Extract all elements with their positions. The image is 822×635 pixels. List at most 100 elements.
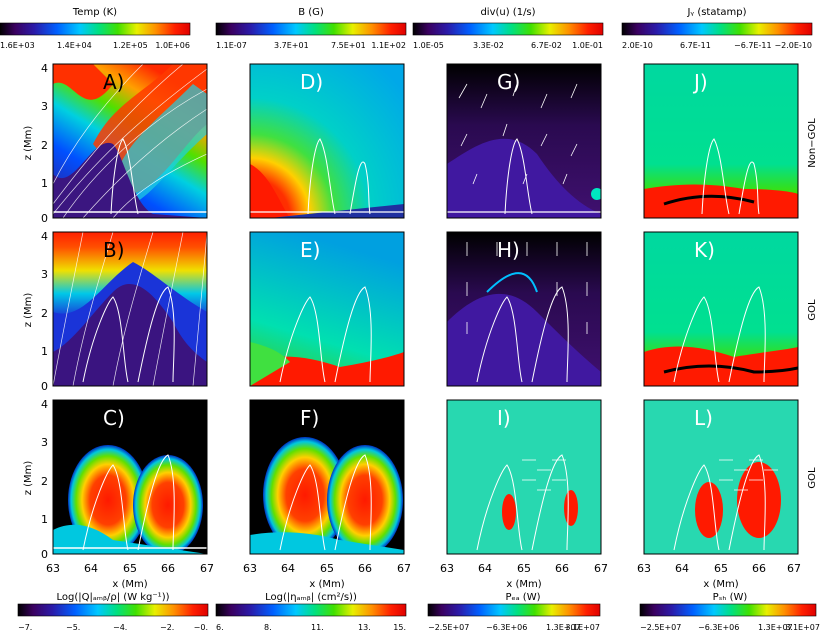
panel-G: G) bbox=[446, 63, 602, 219]
xtick: 65 bbox=[123, 562, 137, 575]
colorbar-title-etaamb: Log(|ηₐₘᵦ| (cm²/s)) bbox=[265, 592, 357, 603]
ytick: 0 bbox=[41, 212, 48, 225]
panel-F: F) bbox=[249, 399, 405, 555]
xtick: 64 bbox=[84, 562, 98, 575]
xtick: 63 bbox=[243, 562, 257, 575]
panel-E: E) bbox=[249, 231, 405, 387]
tick-label: 1.1E-07 bbox=[216, 41, 247, 50]
colorbar-strip-etaamb bbox=[215, 603, 407, 617]
colorbar-etaamb: Log(|ηₐₘᵦ| (cm²/s)) 6. 8. 11. 13. 15. bbox=[215, 592, 407, 632]
row-label-1: Non−GOL bbox=[807, 118, 818, 168]
colorbar-strip-pea bbox=[427, 603, 601, 617]
colorbar-psh: Pₛₕ (W) −2.5E+07 −6.3E+06 1.3E+07 3.1E+0… bbox=[639, 592, 820, 632]
tick-label: −2. bbox=[160, 623, 174, 632]
tick-label: −2.5E+07 bbox=[428, 623, 469, 632]
tick-label: 3.7E+01 bbox=[274, 41, 309, 50]
x-axis-col-3: 63 64 65 66 67 x (Mm) bbox=[440, 562, 608, 590]
xtick: 63 bbox=[637, 562, 651, 575]
panel-letter: D) bbox=[300, 70, 323, 94]
y-axis-row-1: z (Mm) 0 1 2 3 4 bbox=[23, 62, 48, 225]
xtick: 66 bbox=[358, 562, 372, 575]
tick-label: −6.7E-11 bbox=[734, 41, 772, 50]
xlabel: x (Mm) bbox=[506, 579, 541, 590]
colorbar-title-pea: Pₑₐ (W) bbox=[506, 592, 541, 603]
tick-label: 6.7E-11 bbox=[680, 41, 711, 50]
ytick: 3 bbox=[41, 268, 48, 281]
tick-label: 8. bbox=[264, 623, 272, 632]
tick-label: 11. bbox=[311, 623, 324, 632]
bottom-colorbars: Log(|Q|ₐₘᵦ/ρ| (W kg⁻¹)) −7. −5. −4. −2. … bbox=[17, 592, 820, 632]
ytick: 4 bbox=[41, 230, 48, 243]
tick-label: 3.1E+07 bbox=[565, 623, 600, 632]
xtick: 65 bbox=[320, 562, 334, 575]
xtick: 63 bbox=[440, 562, 454, 575]
row-label-3: GOL bbox=[807, 467, 818, 489]
colorbar-title-divu: div(u) (1/s) bbox=[480, 7, 535, 18]
x-axis-col-1: 63 64 65 66 67 x (Mm) bbox=[46, 562, 214, 590]
tick-label: 1.0E+06 bbox=[155, 41, 190, 50]
panel-J: J) bbox=[643, 63, 799, 219]
panel-L: L) bbox=[643, 399, 799, 555]
colorbar-strip-jy bbox=[621, 22, 813, 36]
colorbar-jy: Jᵧ (statamp) 2.0E-10 6.7E-11 −6.7E-11 −2… bbox=[621, 7, 813, 50]
xtick: 67 bbox=[200, 562, 214, 575]
x-axis-col-4: 63 64 65 66 67 x (Mm) bbox=[637, 562, 801, 590]
tick-label: 1.2E+05 bbox=[113, 41, 148, 50]
colorbar-strip-bfield bbox=[215, 22, 407, 36]
ytick: 2 bbox=[41, 307, 48, 320]
tick-label: 15. bbox=[393, 623, 406, 632]
colorbar-divu: div(u) (1/s) 1.0E-05 3.3E-02 6.7E-02 1.0… bbox=[412, 7, 604, 50]
tick-label: 6. bbox=[216, 623, 224, 632]
ytick: 4 bbox=[41, 398, 48, 411]
panel-letter: K) bbox=[694, 238, 715, 262]
panel-letter: J) bbox=[692, 70, 708, 94]
tick-label: −5. bbox=[66, 623, 80, 632]
tick-label: 1.3E+07 bbox=[546, 623, 581, 632]
tick-label: −6.3E+06 bbox=[486, 623, 527, 632]
colorbar-pea: Pₑₐ (W) −2.5E+07 −6.3E+06 1.3E+07 3.1E+0… bbox=[427, 592, 601, 632]
panel-C: C) bbox=[52, 399, 208, 555]
panel-B: B) bbox=[52, 231, 208, 387]
xtick: 65 bbox=[714, 562, 728, 575]
colorbar-title-psh: Pₛₕ (W) bbox=[713, 592, 748, 603]
colorbar-title-temp: Temp (K) bbox=[72, 7, 117, 18]
panel-letter: A) bbox=[103, 70, 124, 94]
colorbar-strip-psh bbox=[639, 603, 817, 617]
tick-label: 1.4E+04 bbox=[57, 41, 92, 50]
panel-I: I) bbox=[446, 399, 602, 555]
xtick: 65 bbox=[517, 562, 531, 575]
xtick: 66 bbox=[555, 562, 569, 575]
panel-letter: I) bbox=[497, 406, 511, 430]
tick-label: 1.6E+03 bbox=[0, 41, 35, 50]
panel-letter: G) bbox=[497, 70, 520, 94]
tick-label: −6.3E+06 bbox=[698, 623, 739, 632]
xtick: 66 bbox=[161, 562, 175, 575]
tick-label: −2.5E+07 bbox=[640, 623, 681, 632]
tick-label: 1.1E+02 bbox=[371, 41, 406, 50]
colorbar-qamb: Log(|Q|ₐₘᵦ/ρ| (W kg⁻¹)) −7. −5. −4. −2. … bbox=[17, 592, 209, 632]
panel-letter: L) bbox=[694, 406, 713, 430]
ytick: 3 bbox=[41, 100, 48, 113]
tick-label: 1.0E-01 bbox=[572, 41, 603, 50]
colorbar-title-bfield: B (G) bbox=[298, 7, 324, 18]
tick-label: 1.3E+07 bbox=[758, 623, 793, 632]
row-label-2: GOL bbox=[807, 299, 818, 321]
ytick: 0 bbox=[41, 380, 48, 393]
colorbar-strip-divu bbox=[412, 22, 604, 36]
xtick: 66 bbox=[752, 562, 766, 575]
xtick: 64 bbox=[281, 562, 295, 575]
tick-label: 6.7E-02 bbox=[531, 41, 562, 50]
xtick: 63 bbox=[46, 562, 60, 575]
tick-label: 7.5E+01 bbox=[331, 41, 366, 50]
xlabel: x (Mm) bbox=[112, 579, 147, 590]
ytick: 2 bbox=[41, 475, 48, 488]
x-axis-col-2: 63 64 65 66 67 x (Mm) bbox=[243, 562, 411, 590]
tick-label: −7. bbox=[18, 623, 32, 632]
tick-label: −2.0E-10 bbox=[774, 41, 812, 50]
colorbar-strip-qamb bbox=[17, 603, 209, 617]
panel-A: A) bbox=[52, 63, 208, 219]
xtick: 64 bbox=[675, 562, 689, 575]
tick-label: 3.1E+07 bbox=[785, 623, 820, 632]
ytick: 1 bbox=[41, 513, 48, 526]
